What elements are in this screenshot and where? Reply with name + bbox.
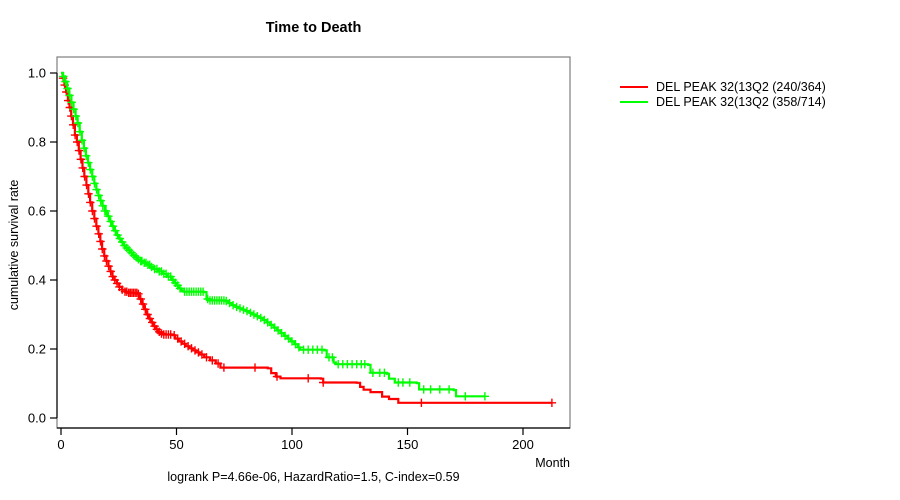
legend-label-group1: DEL PEAK 32(13Q2 (240/364) xyxy=(656,80,826,95)
plot-frame xyxy=(56,56,571,429)
x-axis-label: Month xyxy=(535,456,570,470)
survival-curve-1 xyxy=(61,71,552,404)
x-tick-label: 0 xyxy=(57,437,64,452)
legend-label-group2: DEL PEAK 32(13Q2 (358/714) xyxy=(656,94,826,109)
y-tick-label: 0.4 xyxy=(28,273,46,288)
y-tick-label: 0.2 xyxy=(28,342,46,357)
stats-caption: logrank P=4.66e-06, HazardRatio=1.5, C-i… xyxy=(167,470,460,484)
legend-line-red-icon xyxy=(620,86,648,89)
censor-marks-1 xyxy=(58,74,557,407)
legend-item-group1: DEL PEAK 32(13Q2 (240/364) xyxy=(620,80,826,95)
y-tick-label: 0.6 xyxy=(28,204,46,219)
x-tick-label: 150 xyxy=(397,437,419,452)
x-tick-label: 50 xyxy=(169,437,183,452)
legend-line-green-icon xyxy=(620,100,648,103)
x-tick-label: 200 xyxy=(512,437,534,452)
y-tick-label: 0.0 xyxy=(28,411,46,426)
y-tick-label: 0.8 xyxy=(28,135,46,150)
y-tick-label: 1.0 xyxy=(28,66,46,81)
x-tick-label: 100 xyxy=(281,437,303,452)
legend-item-group2: DEL PEAK 32(13Q2 (358/714) xyxy=(620,95,826,110)
censor-marks-2 xyxy=(59,72,490,401)
plot-title: Time to Death xyxy=(265,20,362,36)
survival-curve-2 xyxy=(61,71,485,398)
legend: DEL PEAK 32(13Q2 (240/364) DEL PEAK 32(1… xyxy=(620,80,826,109)
y-axis-label: cumulative survival rate xyxy=(7,179,21,311)
